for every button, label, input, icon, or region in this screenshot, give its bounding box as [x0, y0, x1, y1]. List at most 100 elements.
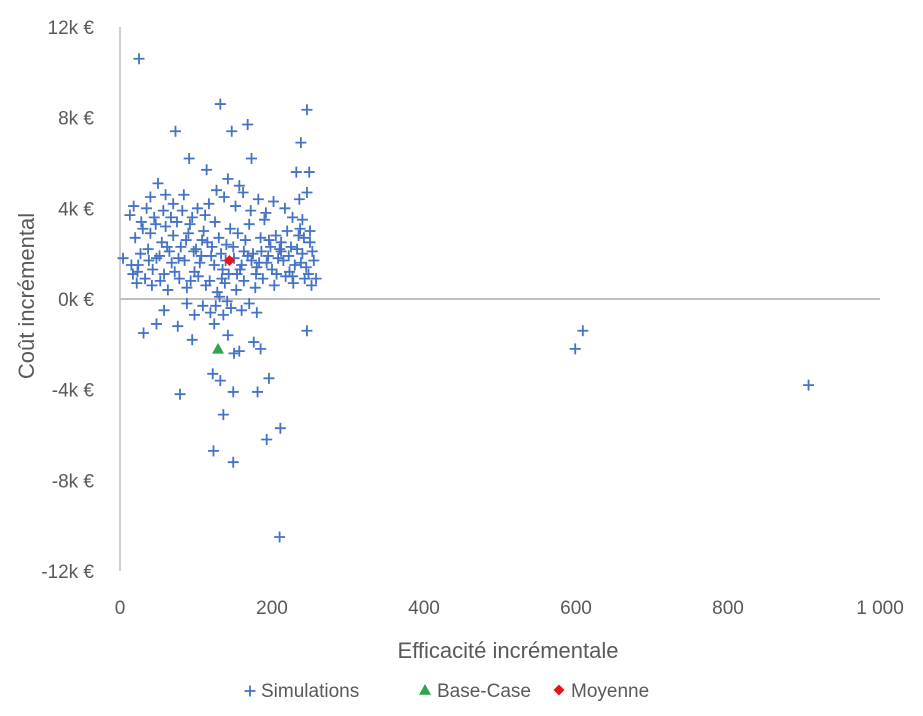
- simulation-point: [180, 234, 192, 246]
- simulation-point: [138, 327, 150, 339]
- simulation-point: [261, 257, 273, 269]
- simulation-point: [245, 254, 257, 266]
- simulation-point: [283, 250, 295, 262]
- simulation-point: [128, 200, 140, 212]
- simulation-point: [207, 445, 219, 457]
- simulation-point: [227, 241, 239, 253]
- y-tick-label: -8k €: [52, 471, 95, 492]
- simulation-point: [204, 307, 216, 319]
- simulation-point: [272, 252, 284, 264]
- simulation-point: [188, 266, 200, 278]
- simulation-point: [169, 125, 181, 137]
- simulation-point: [262, 250, 274, 262]
- simulation-point: [208, 259, 220, 271]
- simulation-point: [216, 273, 228, 285]
- simulation-point: [227, 456, 239, 468]
- simulation-point: [274, 531, 286, 543]
- simulation-point: [298, 232, 310, 244]
- legend-item-moyenne[interactable]: Moyenne: [553, 681, 650, 702]
- simulation-point: [201, 164, 213, 176]
- simulation-point: [308, 254, 320, 266]
- simulation-point: [289, 259, 301, 271]
- simulation-point: [150, 218, 162, 230]
- legend-item-simulations[interactable]: Simulations: [244, 681, 360, 702]
- legend-item-base-case[interactable]: Base-Case: [419, 681, 531, 702]
- simulation-point: [215, 248, 227, 260]
- simulation-point: [200, 279, 212, 291]
- simulation-point: [131, 277, 143, 289]
- simulation-point: [279, 202, 291, 214]
- simulation-point: [270, 230, 282, 242]
- simulation-point: [194, 257, 206, 269]
- simulation-point: [274, 422, 286, 434]
- simulation-point: [167, 198, 179, 210]
- y-axis-title: Coût incrémental: [14, 213, 39, 379]
- simulation-point: [243, 298, 255, 310]
- legend-marker-moyenne: [553, 684, 565, 696]
- simulation-point: [165, 211, 177, 223]
- simulation-point: [142, 243, 154, 255]
- simulation-point: [295, 257, 307, 269]
- simulation-point: [264, 241, 276, 253]
- simulation-point: [213, 232, 225, 244]
- simulation-point: [301, 325, 313, 337]
- simulation-point: [220, 239, 232, 251]
- simulation-point: [144, 227, 156, 239]
- x-tick-label: 400: [408, 598, 440, 619]
- simulation-point: [242, 118, 254, 130]
- simulation-point: [176, 205, 188, 217]
- simulation-point: [296, 214, 308, 226]
- simulation-point: [230, 200, 242, 212]
- axes-layer: [119, 27, 880, 571]
- simulation-point: [182, 227, 194, 239]
- simulation-point: [302, 268, 314, 280]
- simulation-point: [178, 189, 190, 201]
- y-tick-label: 12k €: [48, 18, 95, 39]
- simulation-point: [161, 241, 173, 253]
- y-tick-label: -12k €: [41, 562, 94, 583]
- simulation-point: [184, 218, 196, 230]
- simulation-point: [290, 166, 302, 178]
- simulation-point: [154, 250, 166, 262]
- simulation-point: [301, 186, 313, 198]
- simulation-point: [185, 275, 197, 287]
- simulation-point: [304, 225, 316, 237]
- simulation-point: [179, 254, 191, 266]
- simulation-point: [237, 186, 249, 198]
- simulation-point: [228, 347, 240, 359]
- simulation-point: [260, 207, 272, 219]
- moyenne-point: [223, 254, 235, 266]
- simulation-point: [188, 245, 200, 257]
- simulation-point: [238, 275, 250, 287]
- simulation-point: [263, 234, 275, 246]
- y-tick-label: 8k €: [58, 109, 94, 130]
- simulation-point: [271, 268, 283, 280]
- simulation-point: [188, 309, 200, 321]
- simulation-point: [222, 173, 234, 185]
- simulation-point: [230, 284, 242, 296]
- legend-marker-simulations: [244, 685, 256, 697]
- legend-label-base-case: Base-Case: [437, 681, 531, 702]
- x-tick-label: 600: [560, 598, 592, 619]
- simulation-point: [226, 125, 238, 137]
- simulation-point: [197, 300, 209, 312]
- simulation-point: [181, 298, 193, 310]
- x-axis-title: Efficacité incrémentale: [398, 638, 619, 663]
- simulation-point: [214, 98, 226, 110]
- simulation-point: [301, 104, 313, 116]
- simulation-point: [306, 245, 318, 257]
- simulation-point: [198, 225, 210, 237]
- simulation-point: [152, 177, 164, 189]
- simulation-point: [577, 325, 589, 337]
- simulation-point: [217, 409, 229, 421]
- simulation-point: [210, 300, 222, 312]
- simulation-point: [295, 137, 307, 149]
- simulation-point: [173, 252, 185, 264]
- simulation-point: [293, 230, 305, 242]
- simulation-point: [255, 245, 267, 257]
- simulation-point: [129, 232, 141, 244]
- simulation-point: [137, 223, 149, 235]
- simulation-point: [144, 191, 156, 203]
- simulation-point: [233, 180, 245, 192]
- data-points: [117, 53, 815, 543]
